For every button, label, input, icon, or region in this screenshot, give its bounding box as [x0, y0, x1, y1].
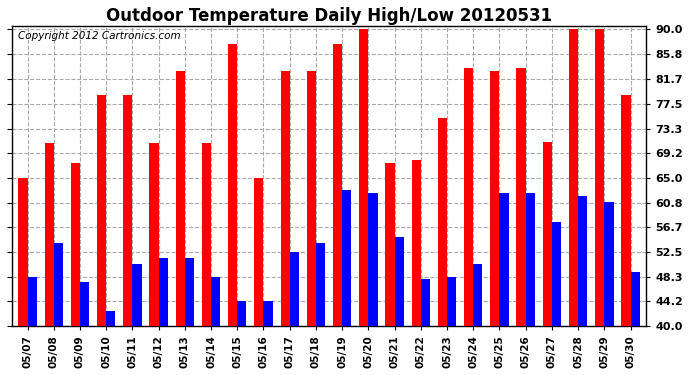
Bar	[28, 277, 37, 375]
Bar	[526, 193, 535, 375]
Bar	[543, 142, 552, 375]
Bar	[316, 243, 325, 375]
Bar	[464, 68, 473, 375]
Bar	[281, 71, 290, 375]
Bar	[578, 196, 587, 375]
Bar	[237, 301, 246, 375]
Bar	[412, 160, 421, 375]
Bar	[264, 301, 273, 375]
Bar	[97, 95, 106, 375]
Bar	[106, 311, 115, 375]
Bar	[124, 95, 132, 375]
Bar	[631, 272, 640, 375]
Bar	[604, 201, 613, 375]
Bar	[255, 178, 264, 375]
Bar	[80, 282, 89, 375]
Bar	[447, 277, 456, 375]
Bar	[386, 163, 395, 375]
Text: Copyright 2012 Cartronics.com: Copyright 2012 Cartronics.com	[18, 31, 181, 41]
Bar	[368, 193, 377, 375]
Bar	[395, 237, 404, 375]
Bar	[159, 258, 168, 375]
Bar	[473, 264, 482, 375]
Bar	[71, 163, 80, 375]
Bar	[438, 118, 447, 375]
Bar	[45, 143, 54, 375]
Bar	[622, 95, 631, 375]
Bar	[552, 222, 561, 375]
Bar	[202, 143, 211, 375]
Bar	[185, 258, 194, 375]
Bar	[359, 30, 368, 375]
Bar	[569, 30, 578, 375]
Bar	[19, 178, 28, 375]
Bar	[307, 71, 316, 375]
Bar	[290, 252, 299, 375]
Title: Outdoor Temperature Daily High/Low 20120531: Outdoor Temperature Daily High/Low 20120…	[106, 7, 552, 25]
Bar	[228, 44, 237, 375]
Bar	[491, 71, 500, 375]
Bar	[211, 277, 220, 375]
Bar	[342, 190, 351, 375]
Bar	[595, 30, 604, 375]
Bar	[517, 68, 526, 375]
Bar	[500, 193, 509, 375]
Bar	[176, 71, 185, 375]
Bar	[150, 143, 159, 375]
Bar	[333, 44, 342, 375]
Bar	[421, 279, 430, 375]
Bar	[54, 243, 63, 375]
Bar	[132, 264, 141, 375]
